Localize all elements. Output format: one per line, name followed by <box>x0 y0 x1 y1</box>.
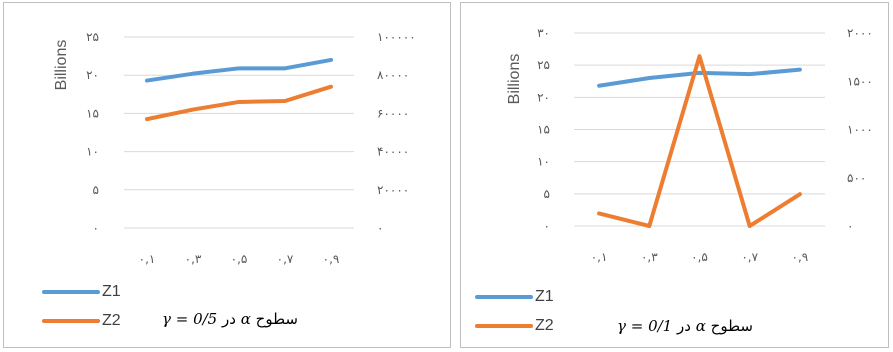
caption-gamma: γ = 0/5 <box>162 310 218 328</box>
chart-panel-left: ٠ ۵ ١٠ ١۵ ٢٠ ٢۵ ٠ ٢٠٠٠٠ ۴٠٠٠٠ ۶٠٠٠٠ ٨٠٠٠٠ ١٠٠٠٠٠ ٠,١… <box>3 2 451 348</box>
chart-panel-right: ٠ ۵ ١٠ ١۵ ٢٠ ٢۵ ٣٠ ٠ ۵٠٠ ١٠٠٠ ١۵٠٠ ٢٠٠٠ ٠,١ ٠,٣ ٠,۵ ٠,٧… <box>460 2 889 348</box>
x-tick-label: ٠,٩ <box>323 252 340 266</box>
y-left-tick-label: ١۵ <box>86 106 99 120</box>
caption-gamma: γ = 0/1 <box>617 317 673 335</box>
series-line-z2 <box>145 84 333 122</box>
caption-alpha: α <box>240 310 251 328</box>
x-tick-label: ٠,٩ <box>792 250 809 264</box>
legend-swatch-z1 <box>475 295 533 299</box>
y-right-tick-label: ١٠٠٠٠٠ <box>377 30 416 44</box>
legend-label-z2: Z2 <box>535 317 554 334</box>
x-tick-label: ٠,٧ <box>741 250 758 264</box>
y-axis-title: Billions <box>53 40 70 91</box>
chart-caption-right: سطوح α در γ = 0/1 <box>617 316 753 336</box>
y-right-tick-label: ٨٠٠٠٠ <box>377 68 409 82</box>
x-tick-label: ٠,٣ <box>641 250 658 264</box>
y-axis-title: Billions <box>506 54 523 105</box>
y-left-tick-label: ٢٠ <box>86 68 99 82</box>
legend-swatch-z2 <box>42 319 100 323</box>
y-right-tick-label: ١٠٠٠ <box>847 123 873 137</box>
y-left-tick-label: ١٠ <box>86 145 99 159</box>
x-tick-label: ٠,٧ <box>277 252 294 266</box>
caption-prefix: سطوح <box>710 317 753 335</box>
legend-swatch-z1 <box>42 290 100 294</box>
y-left-tick-label: ۵ <box>544 187 550 201</box>
y-left-tick-label: ١۵ <box>537 123 550 137</box>
y-right-tick-label: ٢٠٠٠ <box>847 26 873 40</box>
series-line-z1 <box>597 67 802 88</box>
y-right-tick-label: ۴٠٠٠٠ <box>377 145 409 159</box>
caption-prefix: سطوح <box>255 310 298 328</box>
chart-right-plot: ٠ ۵ ١٠ ١۵ ٢٠ ٢۵ ٣٠ ٠ ۵٠٠ ١٠٠٠ ١۵٠٠ ٢٠٠٠ ٠,١ ٠,٣ ٠,۵ ٠,٧… <box>506 26 873 264</box>
chart-left-plot: ٠ ۵ ١٠ ١۵ ٢٠ ٢۵ ٠ ٢٠٠٠٠ ۴٠٠٠٠ ۶٠٠٠٠ ٨٠٠٠٠ ١٠٠٠٠٠ ٠,١… <box>53 30 416 266</box>
chart-caption-left: سطوح α در γ = 0/5 <box>162 309 298 329</box>
legend-label-z1: Z1 <box>535 288 554 305</box>
y-right-tick-label: ١۵٠٠ <box>847 74 873 88</box>
caption-mid: در <box>677 317 691 335</box>
x-tick-label: ٠,۵ <box>231 252 248 266</box>
y-left-tick-label: ٠ <box>93 221 99 235</box>
legend-item-z1: Z1 <box>4 282 124 302</box>
series-line-z2 <box>597 54 802 228</box>
legend-swatch-z2 <box>475 324 533 328</box>
y-left-tick-label: ۵ <box>93 183 99 197</box>
x-tick-label: ٠,١ <box>591 250 608 264</box>
x-tick-label: ٠,٣ <box>185 252 202 266</box>
y-right-tick-label: ۵٠٠ <box>847 171 866 185</box>
y-left-tick-label: ٢۵ <box>86 30 99 44</box>
legend-label-z2: Z2 <box>102 312 121 329</box>
legend-item-z2: Z2 <box>4 311 124 331</box>
y-right-tick-label: ٠ <box>847 219 853 233</box>
y-left-tick-label: ١٠ <box>537 155 550 169</box>
series-line-z1 <box>145 57 333 83</box>
y-left-tick-label: ٣٠ <box>537 26 550 40</box>
x-tick-label: ٠,۵ <box>691 250 708 264</box>
y-left-tick-label: ٠ <box>544 219 550 233</box>
y-right-tick-label: ٠ <box>377 221 383 235</box>
caption-alpha: α <box>695 317 706 335</box>
y-left-tick-label: ٢٠ <box>537 90 550 104</box>
legend-label-z1: Z1 <box>102 283 121 300</box>
y-right-tick-label: ۶٠٠٠٠ <box>377 106 409 120</box>
legend-item-z1: Z1 <box>437 287 557 307</box>
x-tick-label: ٠,١ <box>139 252 156 266</box>
y-right-tick-label: ٢٠٠٠٠ <box>377 183 409 197</box>
caption-mid: در <box>222 310 236 328</box>
y-left-tick-label: ٢۵ <box>537 58 550 72</box>
legend-item-z2: Z2 <box>437 316 557 336</box>
